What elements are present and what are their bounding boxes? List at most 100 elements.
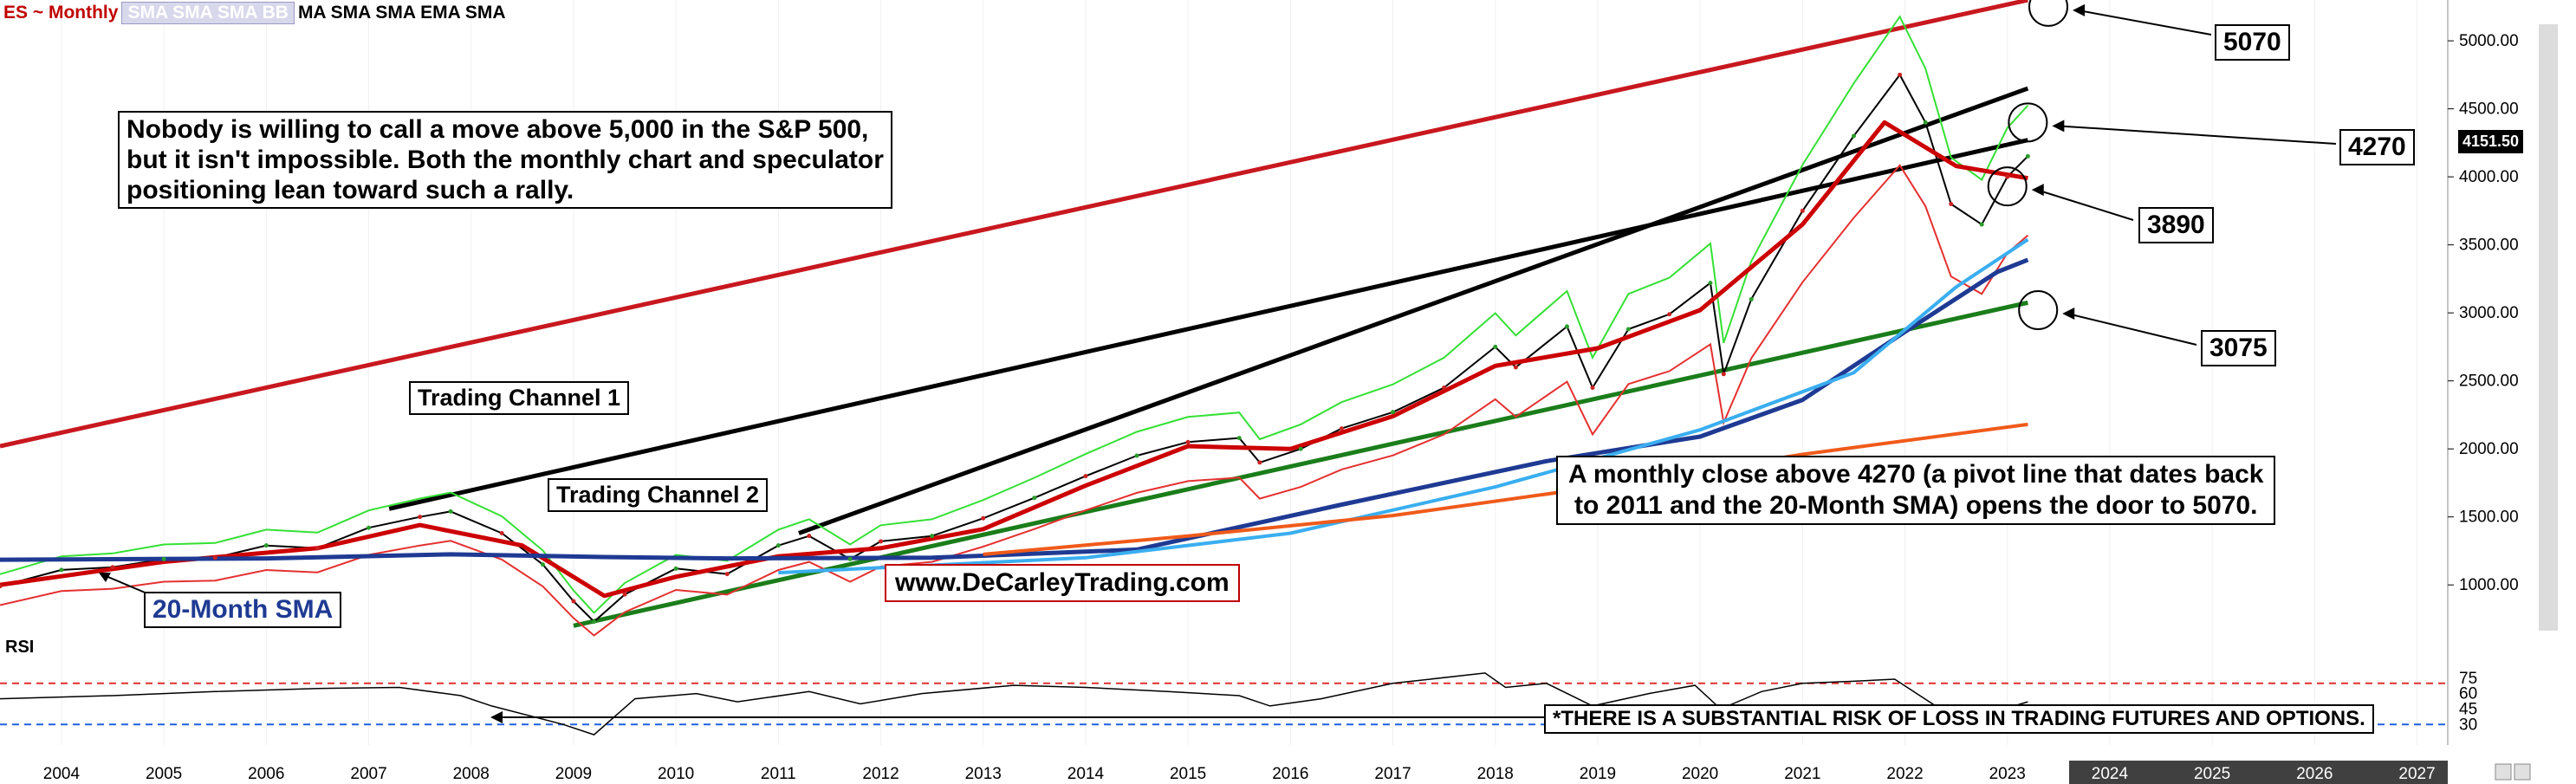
price-tick-2500: 2500.00	[2459, 373, 2519, 391]
trading-channel-1-label: Trading Channel 1	[409, 381, 630, 415]
target-arrowhead-4270	[2052, 120, 2065, 133]
price-point	[418, 515, 423, 520]
price-point	[1979, 222, 1984, 227]
target-arrow-3890	[2036, 189, 2134, 221]
scroll-left-button[interactable]	[2495, 763, 2512, 781]
year-tick-2019: 2019	[1580, 765, 1616, 783]
risk-pointer-arrowhead	[490, 711, 503, 723]
long-term-line	[983, 422, 2028, 556]
price-tick-5000: 5000.00	[2459, 32, 2519, 50]
price-point	[59, 567, 64, 573]
website-label: www.DeCarleyTrading.com	[885, 564, 1240, 602]
price-point	[1442, 386, 1447, 391]
indicator-legend[interactable]: MA SMA SMA EMA SMA	[297, 3, 506, 23]
symbol-label[interactable]: ES ~ Monthly	[3, 3, 119, 23]
target-markers	[99, 0, 2337, 723]
price-point	[2025, 153, 2030, 159]
target-circle-3890	[1987, 166, 2028, 207]
year-tick-2024: 2024	[2092, 765, 2129, 783]
price-point	[212, 555, 217, 560]
chart-header: ES ~ Monthly SMA SMA SMA BB MA SMA SMA E…	[3, 2, 505, 24]
price-point	[847, 556, 853, 561]
target-3890-label: 3890	[2138, 207, 2214, 243]
year-tick-2007: 2007	[350, 765, 386, 783]
price-point	[448, 509, 453, 514]
price-point	[1339, 426, 1344, 431]
target-arrow-4270	[2057, 125, 2337, 145]
price-point	[367, 525, 372, 530]
target-circle-4270	[2008, 102, 2048, 143]
price-point	[1493, 344, 1498, 349]
price-point	[1185, 439, 1191, 444]
pivot-line-1: A monthly close above 4270 (a pivot line…	[1568, 460, 2264, 489]
price-point	[1923, 120, 1928, 125]
axis-scroll-buttons[interactable]	[2495, 763, 2531, 781]
price-point	[1257, 460, 1262, 465]
sma20-line	[0, 120, 2028, 599]
price-point	[1134, 453, 1139, 458]
price-tick-4000: 4000.00	[2459, 168, 2519, 186]
target-arrowhead-3890	[2031, 184, 2044, 197]
price-point	[110, 565, 115, 570]
price-point	[981, 515, 986, 521]
price-point	[1898, 72, 1903, 77]
price-point	[879, 539, 884, 544]
price-point	[1298, 446, 1303, 451]
year-tick-2023: 2023	[1989, 765, 2026, 783]
price-point	[1236, 436, 1242, 441]
year-tick-2012: 2012	[862, 765, 899, 783]
price-point	[1800, 208, 1805, 213]
faded-indicator-legend[interactable]: SMA SMA SMA BB	[121, 2, 295, 24]
price-point	[1721, 372, 1726, 377]
target-arrow-5070	[2077, 9, 2212, 36]
scrollbar-track[interactable]	[2539, 24, 2558, 631]
price-point	[1032, 496, 1037, 501]
target-3075-label: 3075	[2201, 330, 2276, 366]
year-tick-2022: 2022	[1886, 765, 1923, 783]
price-point	[1625, 327, 1631, 332]
trading-channel-2-label: Trading Channel 2	[548, 478, 769, 512]
time-axis-background	[0, 761, 2448, 784]
price-line	[0, 74, 2029, 623]
year-tick-2005: 2005	[146, 765, 182, 783]
year-tick-2006: 2006	[248, 765, 284, 783]
price-point	[161, 556, 166, 561]
trendline-2	[798, 86, 2029, 535]
time-axis: 2004 2005 2006 2007 2008 2009 2010 2011 2012 2013…	[43, 765, 2436, 783]
price-point	[2005, 174, 2010, 179]
price-point	[1851, 133, 1856, 139]
pivot-line-2: to 2011 and the 20-Month SMA) opens the …	[1574, 491, 2258, 520]
price-point	[1749, 296, 1754, 301]
price-point	[775, 543, 781, 548]
price-tick-3000: 3000.00	[2459, 304, 2519, 322]
rsi-tick-30: 30	[2459, 716, 2477, 734]
target-4270-label: 4270	[2339, 129, 2415, 165]
intro-line-3: positioning lean toward such a rally.	[127, 176, 574, 204]
target-arrowhead-5070	[2073, 3, 2086, 16]
rsi-line	[0, 672, 2028, 735]
price-tick-1500: 1500.00	[2459, 509, 2519, 527]
rsi-tick-75: 75	[2459, 670, 2477, 688]
future-time-shade	[2069, 761, 2448, 784]
rsi-tick-60: 60	[2459, 685, 2477, 703]
sma20-pointer-arrow	[103, 574, 150, 595]
price-point	[622, 592, 627, 597]
upper-band-line	[0, 15, 2029, 614]
year-tick-2026: 2026	[2296, 765, 2333, 783]
pivot-note: A monthly close above 4270 (a pivot line…	[1556, 456, 2276, 525]
rsi-label: RSI	[5, 638, 35, 657]
year-tick-2014: 2014	[1067, 765, 1105, 783]
target-5070-label: 5070	[2215, 24, 2290, 61]
price-point	[1949, 202, 1954, 207]
intro-line-2: but it isn't impossible. Both the monthl…	[127, 146, 884, 174]
scroll-right-button[interactable]	[2514, 763, 2531, 781]
year-tick-2013: 2013	[965, 765, 1002, 783]
year-tick-2008: 2008	[453, 765, 490, 783]
target-arrowhead-3075	[2062, 308, 2075, 321]
price-point	[499, 531, 504, 536]
price-point	[1391, 410, 1396, 415]
lower-band-line	[0, 164, 2029, 637]
price-point	[263, 543, 269, 548]
price-point	[1667, 312, 1672, 317]
trendline-0	[0, 0, 2028, 449]
